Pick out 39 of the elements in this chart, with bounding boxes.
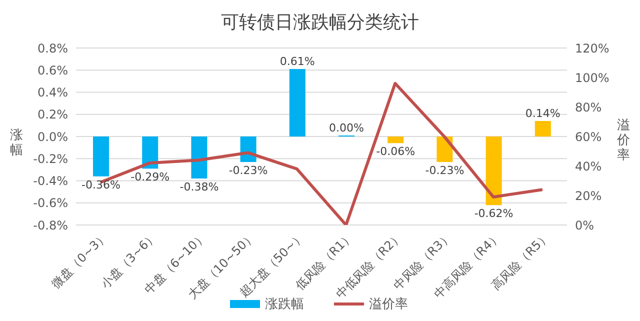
y-tick-label: 0.8%: [38, 41, 68, 56]
data-label: -0.38%: [180, 180, 219, 194]
y2-tick-label: 80%: [575, 100, 602, 114]
data-label: -0.06%: [376, 145, 416, 158]
data-label: -0.23%: [228, 164, 268, 177]
data-label: -0.62%: [474, 207, 514, 220]
bar: [142, 136, 158, 169]
y-tick-label: -0.8%: [33, 218, 68, 232]
data-label: -0.36%: [82, 178, 120, 192]
data-label: -0.29%: [130, 170, 170, 184]
y2-tick-label: 120%: [575, 41, 610, 56]
y-axis-title: 涨幅: [10, 128, 23, 158]
bar: [534, 121, 551, 136]
y2-axis-title: 溢价率: [617, 118, 630, 163]
y2-tick-label: 60%: [575, 130, 602, 144]
chart-title: 可转债日涨跌幅分类统计: [220, 11, 420, 35]
y-tick-label: -0.2%: [33, 152, 68, 166]
bar: [289, 69, 306, 136]
y2-tick-label: 40%: [575, 159, 602, 174]
y2-tick-label: 100%: [575, 70, 610, 85]
y-tick-label: 0.0%: [38, 130, 68, 144]
legend-label: 溢价率: [368, 296, 408, 313]
bar: [191, 136, 208, 179]
data-label: -0.23%: [425, 164, 464, 177]
bar: [388, 136, 404, 144]
y-tick-label: 0.2%: [38, 108, 68, 122]
data-label: 0.00%: [329, 122, 364, 134]
y-tick-label: 0.6%: [38, 63, 68, 78]
data-label: 0.61%: [280, 55, 315, 68]
y-tick-label: 0.4%: [38, 86, 68, 100]
y-tick-label: -0.6%: [33, 196, 68, 210]
bar: [436, 136, 453, 162]
y2-tick-label: 20%: [575, 188, 602, 203]
bar: [93, 136, 109, 176]
y-tick-label: -0.4%: [33, 174, 68, 188]
y2-tick-label: 0%: [575, 218, 594, 232]
data-label: 0.14%: [525, 107, 560, 120]
bar: [486, 136, 502, 206]
legend-label: 涨跌幅: [265, 297, 304, 312]
